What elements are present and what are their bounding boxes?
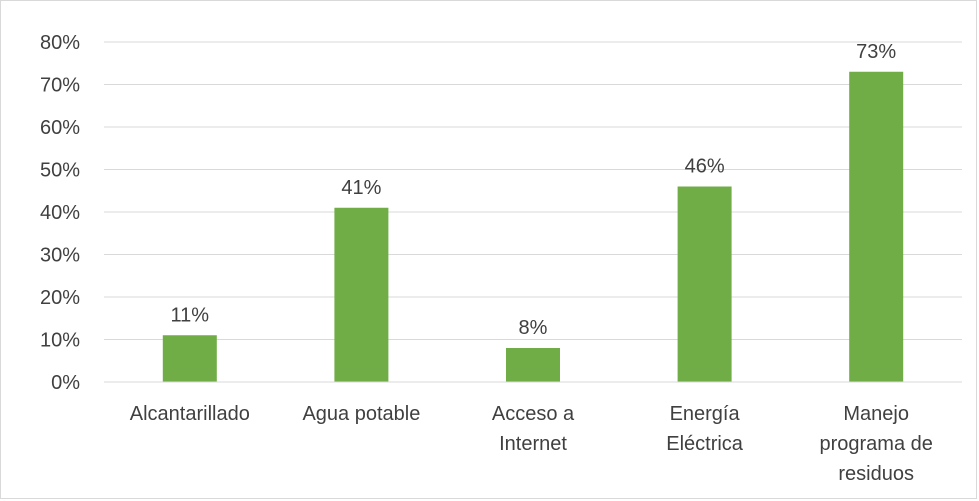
x-tick-label: Alcantarillado <box>130 403 250 425</box>
x-tick-label: programa de <box>819 433 932 455</box>
x-tick-label: residuos <box>838 463 914 485</box>
y-tick-label: 0% <box>51 372 80 394</box>
y-tick-label: 20% <box>40 287 80 309</box>
y-tick-label: 60% <box>40 117 80 139</box>
y-tick-label: 10% <box>40 330 80 352</box>
x-tick-label: Energía <box>670 403 741 425</box>
data-label: 46% <box>685 156 725 178</box>
data-label: 11% <box>171 304 210 326</box>
bar <box>849 71 904 382</box>
bar <box>506 348 560 382</box>
data-label: 8% <box>519 317 548 339</box>
y-tick-label: 50% <box>40 160 80 182</box>
x-tick-label: Eléctrica <box>666 433 744 455</box>
data-label: 41% <box>341 177 381 199</box>
x-tick-label: Agua potable <box>302 403 420 425</box>
data-label: 73% <box>856 41 896 63</box>
bar <box>677 186 732 382</box>
bar <box>162 335 217 382</box>
x-tick-label: Manejo <box>843 403 909 425</box>
x-tick-label: Internet <box>499 433 567 455</box>
x-tick-label: Acceso a <box>492 403 575 425</box>
y-tick-label: 70% <box>40 75 80 97</box>
y-tick-label: 40% <box>40 202 80 224</box>
bar <box>334 207 389 382</box>
y-tick-label: 30% <box>40 245 80 267</box>
y-tick-label: 80% <box>40 32 80 54</box>
